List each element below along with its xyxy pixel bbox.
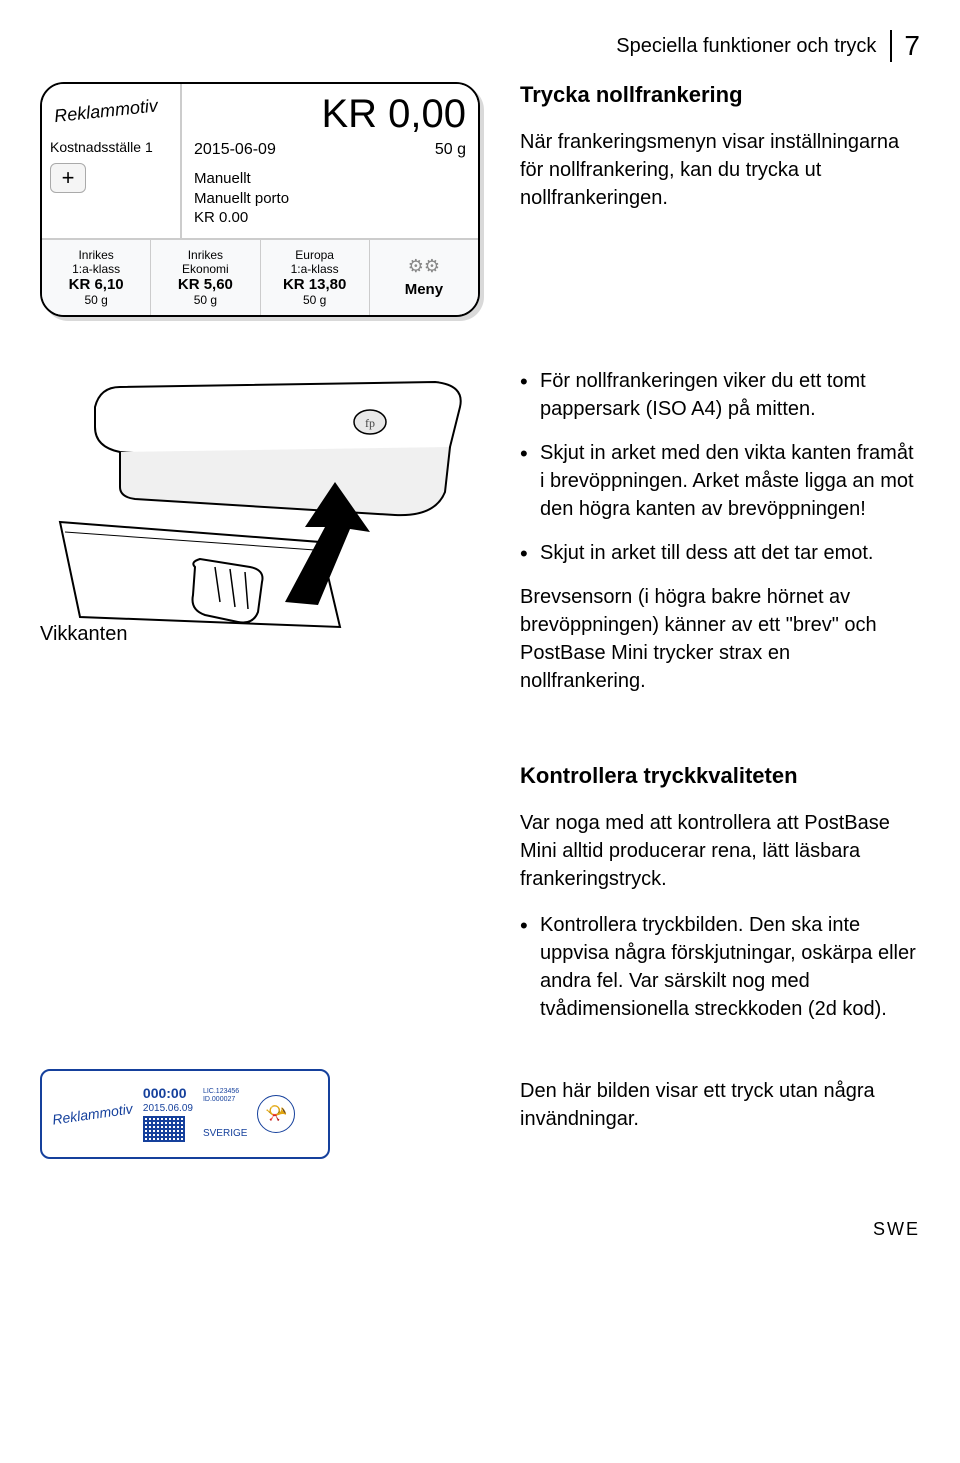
section3-para1: Var noga med att kontrollera att PostBas… [520,809,920,893]
section3-heading: Kontrollera tryckkvaliteten [520,763,920,789]
plus-icon: + [62,165,75,191]
manual-info: Manuellt Manuellt porto KR 0.00 [194,169,466,228]
advert-label: Reklammotiv [53,94,173,127]
section2-li3: Skjut in arket till dess att det tar emo… [520,539,920,567]
section-2: fp Vikkanten För nollfrankeringen viker … [40,367,920,713]
stamp-id: ID.000027 [203,1096,247,1104]
stamp-date: 2015.06.09 [143,1103,193,1114]
printer-illustration: fp [40,367,480,647]
footer-lang: SWE [40,1219,920,1240]
section2-para: Brevsensorn (i högra bakre hörnet av bre… [520,583,920,695]
device-screen: Reklammotiv Kostnadsställe 1 + KR 0,00 2… [40,82,480,317]
section3-para2: Den här bilden visar ett tryck utan någr… [520,1077,920,1133]
preset-3[interactable]: Europa 1:a-klass KR 13,80 50 g [261,240,370,315]
qr-icon [143,1116,185,1142]
section2-li2: Skjut in arket med den vikta kanten fram… [520,439,920,523]
stamp-section: Reklammotiv 000:00 2015.06.09 LIC.123456… [40,1069,920,1159]
section3-li1: Kontrollera tryckbilden. Den ska inte up… [520,911,920,1023]
amount-display: KR 0,00 [321,92,466,137]
stamp-advert: Reklammotiv [51,1100,133,1127]
stamp-amount: 000:00 [143,1085,193,1101]
preset-2[interactable]: Inrikes Ekonomi KR 5,60 50 g [151,240,260,315]
print-stamp: Reklammotiv 000:00 2015.06.09 LIC.123456… [40,1069,330,1159]
stamp-country: SVERIGE [203,1128,247,1139]
menu-button[interactable]: ⚙⚙ Meny [370,240,478,315]
section-1: Reklammotiv Kostnadsställe 1 + KR 0,00 2… [40,82,920,317]
page-header: Speciella funktioner och tryck 7 [40,30,920,62]
cost-center-label: Kostnadsställe 1 [50,139,172,155]
section-title: Speciella funktioner och tryck [616,35,876,58]
section1-para: När frankeringsmenyn visar inställningar… [520,128,920,212]
svg-text:fp: fp [365,416,375,430]
add-button[interactable]: + [50,163,86,193]
gear-icon: ⚙⚙ [408,256,440,277]
stamp-lic: LIC.123456 [203,1088,247,1096]
screen-main: KR 0,00 2015-06-09 50 g Manuellt Manuell… [182,84,478,238]
post-horn-icon: 📯 [257,1095,295,1133]
section2-li1: För nollfrankeringen viker du ett tomt p… [520,367,920,423]
weight-display: 50 g [435,141,466,159]
screen-sidebar: Reklammotiv Kostnadsställe 1 + [42,84,182,238]
preset-1[interactable]: Inrikes 1:a-klass KR 6,10 50 g [42,240,151,315]
page-number: 7 [890,30,920,62]
section-3: Kontrollera tryckkvaliteten Var noga med… [40,763,920,1039]
date-display: 2015-06-09 [194,141,276,159]
section1-heading: Trycka nollfrankering [520,82,920,108]
screen-presets: Inrikes 1:a-klass KR 6,10 50 g Inrikes E… [42,238,478,315]
